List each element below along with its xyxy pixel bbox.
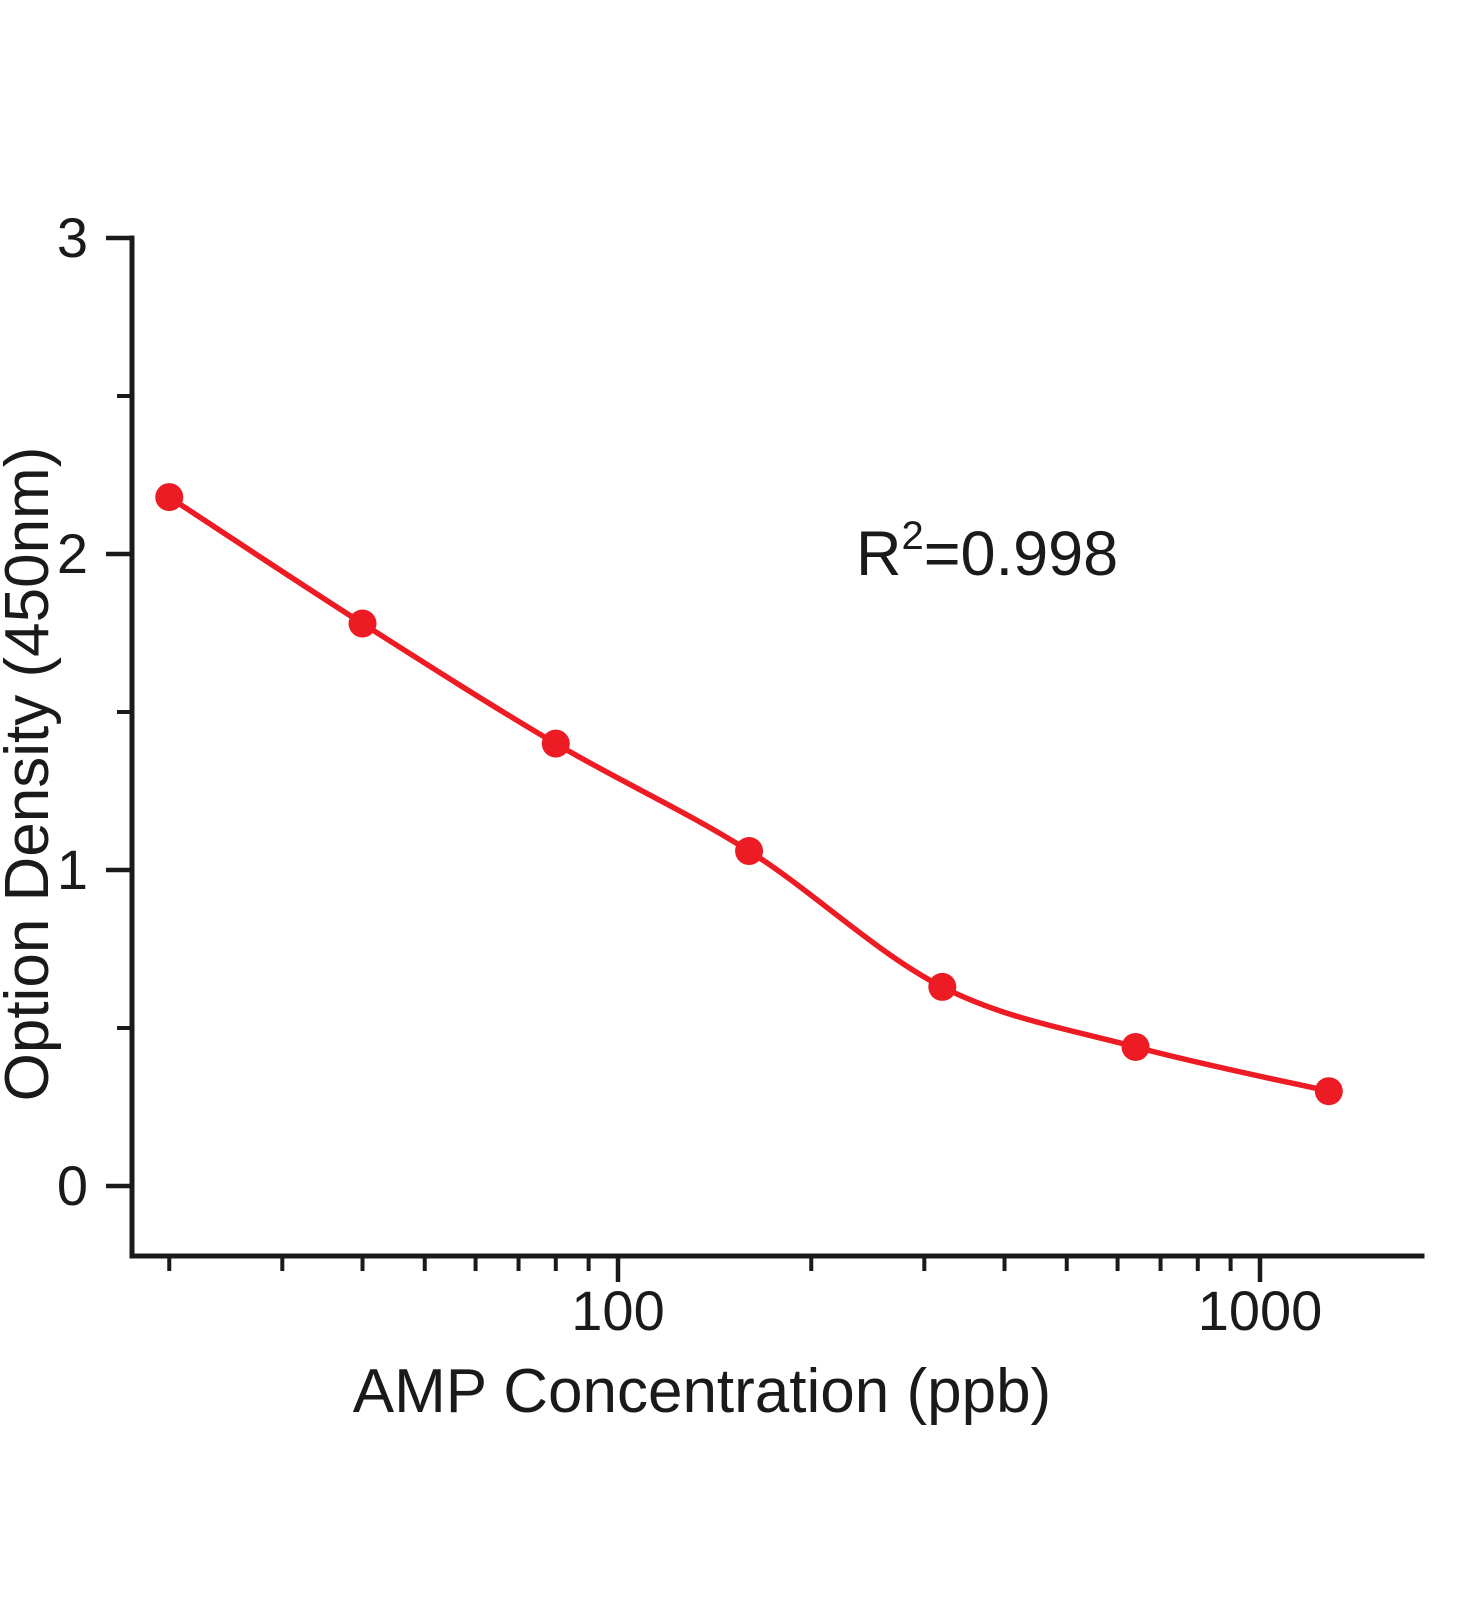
fit-curve [166, 494, 1332, 1094]
tick-labels: 0 1 2 3 100 1000 [57, 206, 1322, 1342]
r-squared-base: R [856, 519, 902, 589]
data-point [928, 972, 957, 1001]
y-axis-title: Option Density (450nm) [0, 446, 62, 1102]
y-tick-label: 1 [57, 838, 88, 901]
data-point [155, 483, 184, 512]
r-squared-annotation: R2=0.998 [856, 514, 1118, 590]
data-point [541, 729, 570, 758]
data-point [1314, 1077, 1343, 1106]
data-point [348, 609, 377, 638]
x-axis-title: AMP Concentration (ppb) [352, 1357, 1052, 1426]
y-tick-label: 0 [57, 1154, 88, 1217]
y-tick-label: 3 [57, 206, 88, 269]
x-tick-label: 1000 [1198, 1279, 1323, 1342]
x-tick-label: 100 [571, 1279, 664, 1342]
r-squared-value: =0.998 [923, 519, 1119, 589]
y-tick-label: 2 [57, 522, 88, 585]
axes [106, 235, 1425, 1282]
data-point [1121, 1032, 1150, 1061]
data-series [155, 483, 1343, 1106]
data-point [735, 837, 764, 866]
r-squared-superscript: 2 [901, 514, 924, 558]
